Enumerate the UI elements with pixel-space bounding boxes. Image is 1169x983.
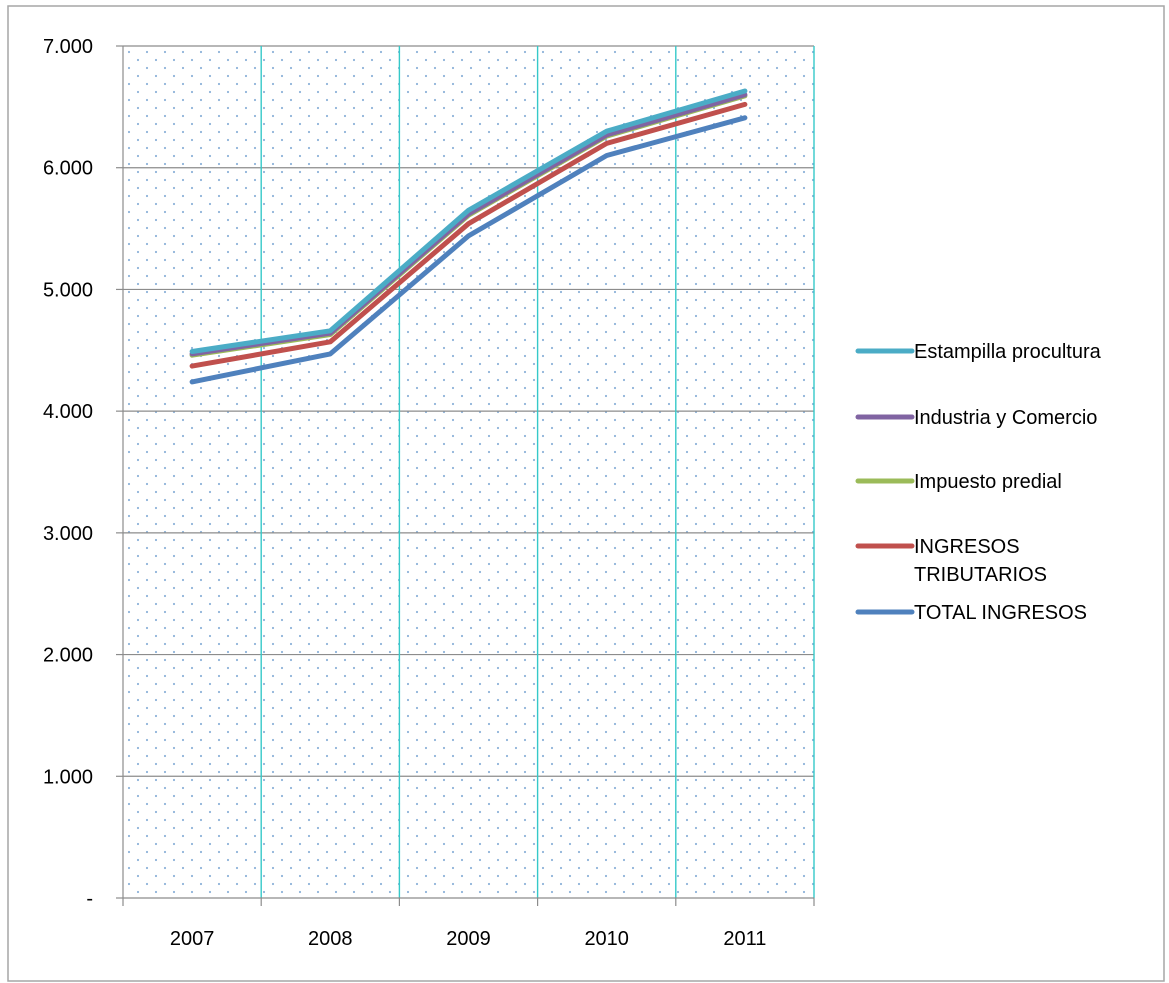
y-tick-label: 7.000 — [43, 36, 93, 58]
plot-area — [123, 46, 814, 898]
chart-border — [7, 5, 1165, 982]
series-line — [189, 101, 748, 369]
x-tick-label: 2011 — [723, 928, 766, 950]
x-tick-label: 2008 — [308, 928, 353, 950]
series-line — [189, 115, 748, 385]
legend-label: Industria y Comercio — [914, 407, 1097, 429]
legend-label: Estampilla procultura — [914, 341, 1102, 363]
y-tick-label: 2.000 — [43, 645, 93, 667]
y-tick-label: 1.000 — [43, 766, 93, 788]
y-tick-label: 5.000 — [43, 279, 93, 301]
x-tick-label: 2007 — [170, 928, 215, 950]
x-tick-label: 2010 — [584, 928, 629, 950]
legend-label: TOTAL INGRESOS — [914, 602, 1087, 624]
legend-label: Impuesto predial — [914, 471, 1062, 493]
series-line — [189, 88, 748, 354]
x-tick-label: 2009 — [446, 928, 491, 950]
legend-label: INGRESOS TRIBUTARIOS — [914, 536, 1047, 586]
y-tick-label: - — [86, 888, 93, 910]
y-tick-label: 6.000 — [43, 158, 93, 180]
y-tick-label: 3.000 — [43, 523, 93, 545]
y-tick-label: 4.000 — [43, 401, 93, 423]
